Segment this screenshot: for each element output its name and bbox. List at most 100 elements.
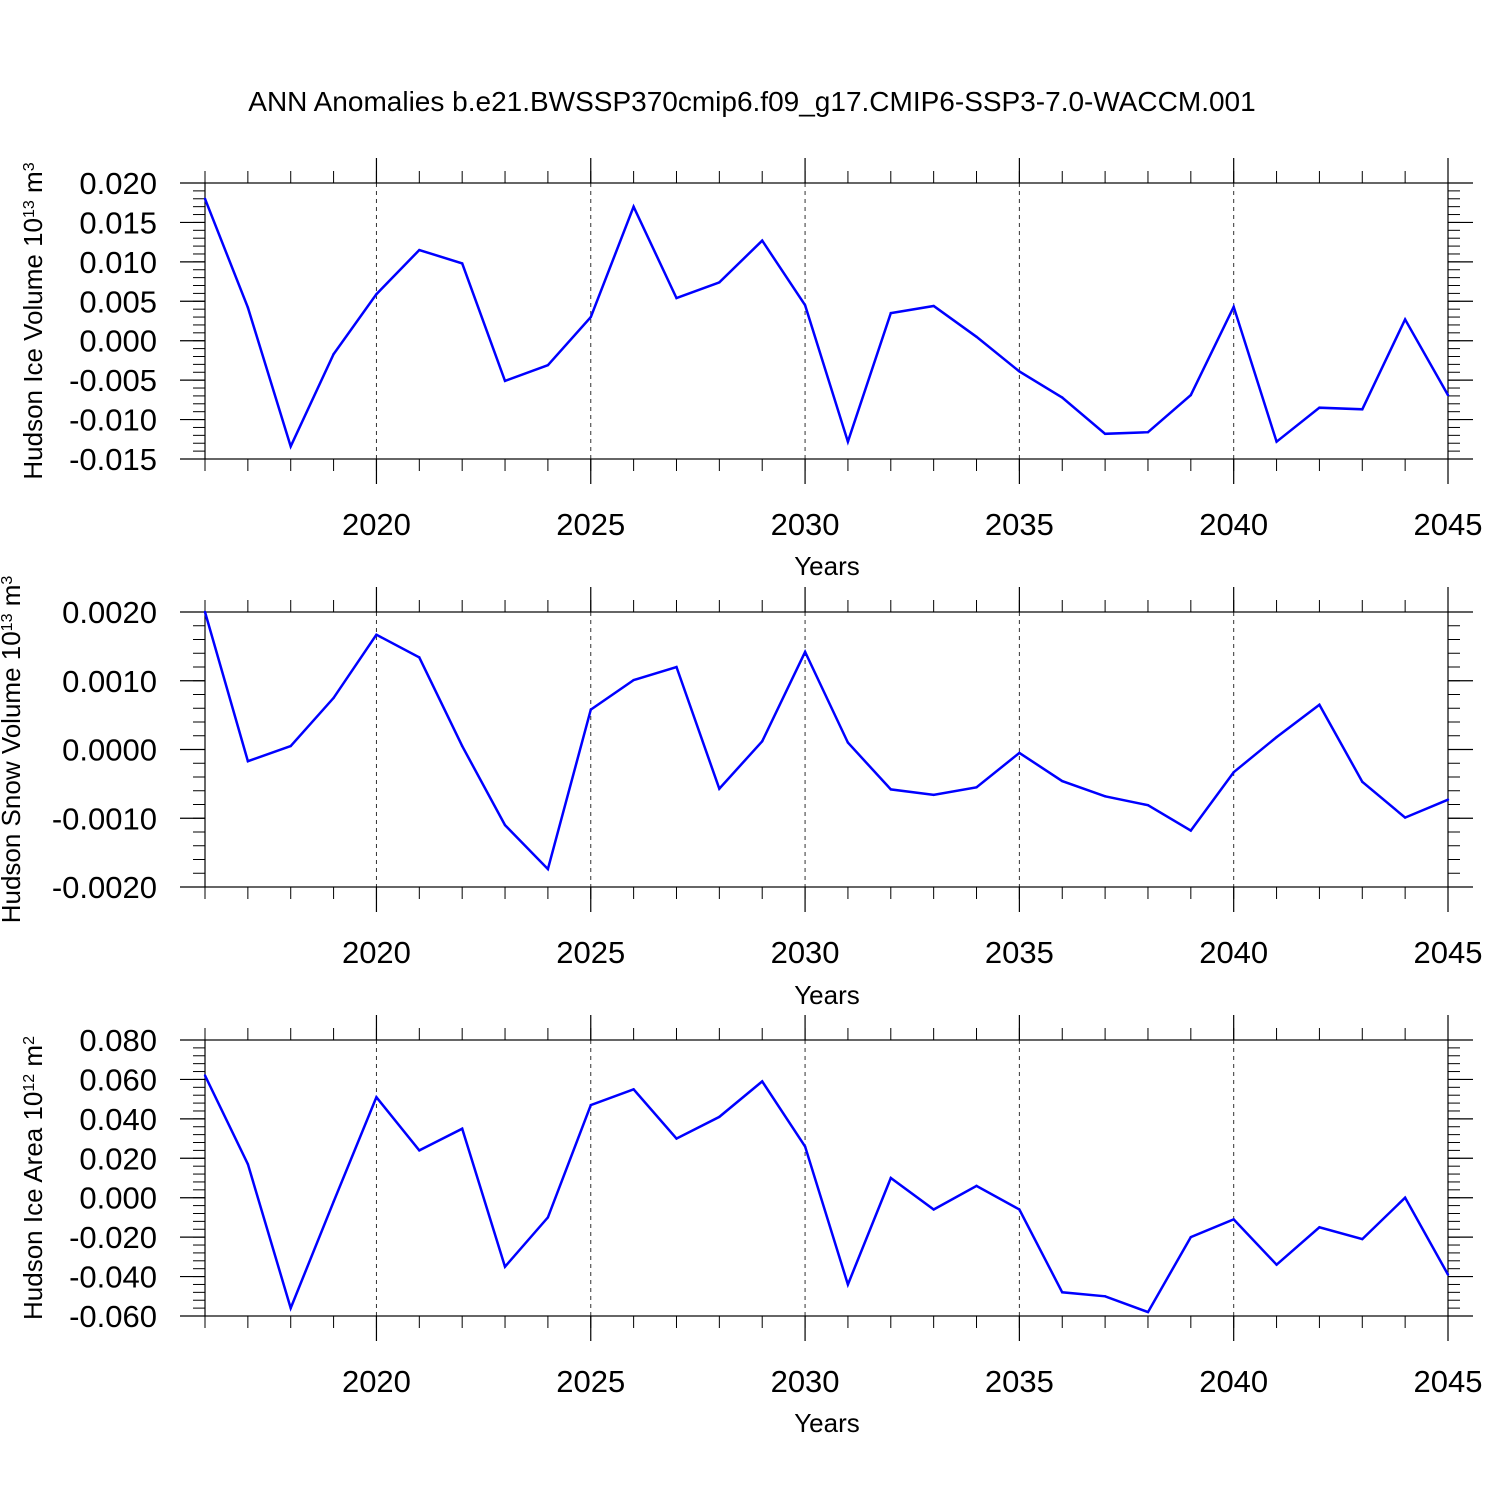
data-point — [589, 1103, 592, 1107]
data-point — [889, 788, 892, 791]
y-tick-label: -0.010 — [69, 403, 157, 438]
y-tick-label: 0.020 — [79, 1141, 157, 1176]
chart-title: ANN Anomalies b.e21.BWSSP370cmip6.f09_g1… — [248, 86, 1255, 117]
data-point — [460, 744, 464, 748]
x-tick-label: 2025 — [556, 1364, 625, 1399]
data-point — [1275, 1263, 1278, 1266]
x-axis-label: Years — [794, 980, 860, 1010]
y-tick-label: -0.005 — [69, 363, 157, 398]
data-point — [246, 306, 250, 309]
plot-frame — [204, 182, 1449, 460]
data-point — [975, 335, 978, 338]
data-point — [932, 1208, 935, 1211]
data-point — [675, 665, 678, 669]
data-point — [1189, 829, 1193, 832]
panel-2: 0.0020 0.0010 0.0000 -0.0010 -0.0020 2020 2025… — [0, 576, 1482, 1010]
x-tick-label: 2040 — [1199, 1364, 1268, 1399]
data-point — [460, 262, 464, 265]
data-point — [803, 1145, 807, 1148]
x-tick-label: 2040 — [1199, 935, 1268, 970]
data-point — [975, 1184, 978, 1188]
data-point — [503, 1265, 507, 1268]
data-point — [1361, 780, 1364, 784]
y-tick-label: 0.015 — [79, 205, 157, 240]
data-point — [1275, 440, 1278, 443]
data-point — [846, 440, 850, 443]
data-point — [246, 1163, 250, 1166]
data-point — [1146, 803, 1150, 807]
y-tick-label: -0.0010 — [52, 801, 157, 836]
data-point — [1361, 1237, 1364, 1241]
x-tick-label: 2025 — [556, 507, 625, 542]
panels-group: 0.020 0.015 0.010 0.005 0.000 -0.005 -0.010 -0.… — [0, 158, 1482, 1438]
data-point — [1189, 393, 1193, 397]
data-point — [632, 205, 635, 208]
data-point — [1232, 1218, 1235, 1221]
data-point — [846, 1283, 850, 1286]
y-tick-label: 0.060 — [79, 1062, 157, 1097]
data-point — [1446, 798, 1450, 801]
data-point — [975, 786, 978, 789]
data-point — [1318, 1226, 1321, 1229]
data-point — [1446, 393, 1450, 397]
x-tick-label: 2020 — [342, 507, 411, 542]
x-tick-label: 2030 — [771, 1364, 840, 1399]
data-point — [1061, 779, 1064, 783]
data-point — [1318, 406, 1321, 409]
data-point — [718, 1115, 721, 1119]
data-point — [332, 352, 335, 356]
data-point — [375, 1095, 378, 1099]
data-point — [1146, 1310, 1150, 1314]
panel-1: 0.020 0.015 0.010 0.005 0.000 -0.005 -0.010 -0.… — [18, 158, 1482, 581]
data-point — [1018, 370, 1021, 373]
data-point — [932, 304, 935, 308]
data-point — [546, 1216, 550, 1219]
x-tick-label: 2020 — [342, 1364, 411, 1399]
data-point — [718, 281, 721, 284]
y-tick-label: -0.015 — [69, 442, 157, 477]
data-point — [675, 296, 678, 300]
data-point — [718, 787, 721, 790]
data-point — [375, 633, 378, 636]
data-point — [889, 311, 892, 315]
data-point — [375, 292, 378, 296]
x-tick-label: 2035 — [985, 935, 1054, 970]
x-tick-label: 2040 — [1199, 507, 1268, 542]
data-point — [546, 363, 550, 367]
x-tick-label: 2045 — [1414, 1364, 1483, 1399]
data-point — [1189, 1235, 1193, 1239]
series-line — [203, 611, 1449, 872]
x-axis-label: Years — [794, 551, 860, 581]
data-point — [632, 1088, 635, 1091]
y-tick-label: 0.080 — [79, 1023, 157, 1058]
data-point — [1446, 1273, 1450, 1276]
y-tick-label: -0.040 — [69, 1260, 157, 1295]
data-point — [546, 867, 550, 871]
data-point — [1061, 1291, 1064, 1294]
data-point — [761, 239, 764, 242]
data-point — [1018, 1208, 1021, 1211]
data-point — [1018, 751, 1021, 755]
data-point — [889, 1176, 892, 1180]
data-point — [418, 656, 421, 659]
data-point — [1403, 318, 1407, 321]
y-tick-label: 0.040 — [79, 1102, 157, 1137]
data-point — [289, 744, 292, 748]
data-point — [589, 315, 592, 319]
data-point — [846, 741, 850, 744]
data-point — [589, 708, 592, 711]
x-tick-label: 2020 — [342, 935, 411, 970]
data-point — [332, 1200, 335, 1203]
data-point — [203, 610, 207, 614]
y-axis-label: Hudson Snow Volume 1013 m3 — [0, 576, 26, 924]
data-point — [1103, 1295, 1107, 1298]
panel-3: 0.080 0.060 0.040 0.020 0.000 -0.020 -0.040 -0.… — [18, 1015, 1482, 1438]
x-tick-label: 2030 — [771, 935, 840, 970]
x-axis-label: Years — [794, 1408, 860, 1438]
y-tick-label: -0.0020 — [52, 870, 157, 905]
data-point — [803, 304, 807, 307]
y-tick-label: 0.0000 — [62, 733, 157, 768]
data-point — [332, 696, 335, 700]
